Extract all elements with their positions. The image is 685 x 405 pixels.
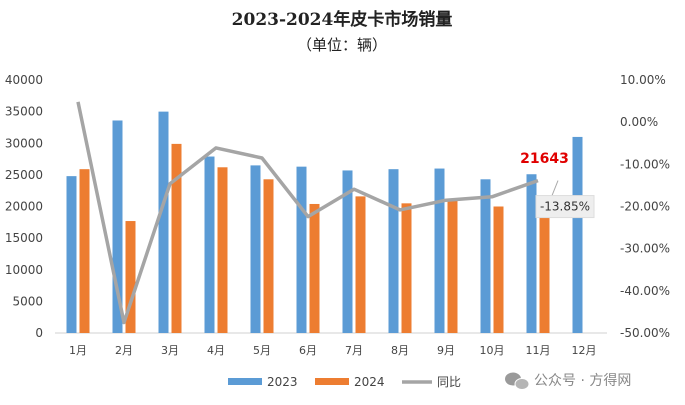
x-tick: 1月 bbox=[69, 344, 87, 357]
x-tick: 11月 bbox=[526, 344, 551, 357]
legend-swatch-2023 bbox=[228, 378, 262, 385]
y-right-tick: -10.00% bbox=[620, 157, 670, 171]
bar-2024-5月 bbox=[263, 179, 274, 333]
y-left-tick: 5000 bbox=[12, 294, 43, 308]
bar-2023-10月 bbox=[480, 179, 491, 333]
x-tick: 6月 bbox=[299, 344, 317, 357]
x-tick: 12月 bbox=[572, 344, 597, 357]
y-left-tick: 10000 bbox=[5, 263, 43, 277]
bar-2023-8月 bbox=[388, 169, 399, 333]
yoy-line bbox=[76, 101, 539, 325]
bar-2024-2月 bbox=[125, 221, 136, 333]
y-right-tick: -20.00% bbox=[620, 200, 670, 214]
bar-2023-11月 bbox=[526, 174, 537, 333]
chart-title: 2023-2024年皮卡市场销量 bbox=[232, 9, 453, 30]
x-tick: 7月 bbox=[345, 344, 363, 357]
chart-subtitle: （单位：辆） bbox=[297, 36, 387, 54]
bars-group bbox=[66, 111, 583, 333]
bar-2024-8月 bbox=[401, 203, 412, 333]
y-axis-left: 0 5000 10000 15000 20000 25000 30000 35000 40000 bbox=[5, 73, 43, 340]
bar-2023-4月 bbox=[204, 156, 215, 333]
x-axis: 1月 2月 3月 4月 5月 6月 7月 8月 9月 10月 11月 12月 bbox=[69, 344, 597, 357]
y-right-tick: -30.00% bbox=[620, 242, 670, 256]
y-right-tick: -40.00% bbox=[620, 284, 670, 298]
y-left-tick: 35000 bbox=[5, 105, 43, 119]
x-tick: 10月 bbox=[480, 344, 505, 357]
x-tick: 3月 bbox=[161, 344, 179, 357]
y-axis-right: -50.00% -40.00% -30.00% -20.00% -10.00% 0.00%… bbox=[620, 73, 670, 340]
legend-swatch-2024 bbox=[315, 378, 349, 385]
callout-leader bbox=[551, 180, 559, 196]
bar-2024-7月 bbox=[355, 196, 366, 333]
bar-2023-3月 bbox=[158, 111, 169, 333]
legend-label-2023: 2023 bbox=[267, 375, 298, 389]
bar-2023-9月 bbox=[434, 168, 445, 333]
legend: 2023 2024 同比 bbox=[228, 375, 461, 389]
bar-2023-12月 bbox=[572, 136, 583, 333]
y-right-tick: 0.00% bbox=[620, 115, 658, 129]
bar-2024-10月 bbox=[493, 206, 504, 333]
y-right-tick: -50.00% bbox=[620, 326, 670, 340]
wechat-icon bbox=[505, 372, 530, 390]
bar-2024-1月 bbox=[79, 169, 90, 333]
y-left-tick: 25000 bbox=[5, 168, 43, 182]
y-right-tick: 10.00% bbox=[620, 73, 666, 87]
y-left-tick: 15000 bbox=[5, 231, 43, 245]
bar-2024-3月 bbox=[171, 143, 182, 333]
annotation-yoy-pct: -13.85% bbox=[540, 200, 590, 214]
y-left-tick: 20000 bbox=[5, 200, 43, 214]
watermark: 公众号 · 方得网 bbox=[505, 372, 631, 390]
y-left-tick: 40000 bbox=[5, 73, 43, 87]
callout-box bbox=[535, 195, 595, 219]
x-tick: 5月 bbox=[253, 344, 271, 357]
bar-2023-1月 bbox=[66, 176, 77, 333]
legend-label-2024: 2024 bbox=[354, 375, 385, 389]
bar-2023-6月 bbox=[296, 166, 307, 333]
x-tick: 4月 bbox=[207, 344, 225, 357]
bar-2024-4月 bbox=[217, 167, 228, 333]
bar-2024-11月 bbox=[539, 196, 550, 333]
bar-2023-5月 bbox=[250, 165, 261, 333]
y-left-tick: 0 bbox=[35, 326, 43, 340]
watermark-text: 公众号 · 方得网 bbox=[534, 372, 631, 389]
bar-2023-2月 bbox=[112, 120, 123, 333]
bar-2024-6月 bbox=[309, 203, 320, 333]
x-tick: 2月 bbox=[115, 344, 133, 357]
bar-2024-9月 bbox=[447, 198, 458, 333]
x-tick: 9月 bbox=[437, 344, 455, 357]
x-tick: 8月 bbox=[391, 344, 409, 357]
legend-label-yoy: 同比 bbox=[437, 375, 461, 389]
bar-2023-7月 bbox=[342, 170, 353, 333]
annotation-21643: 21643 bbox=[520, 151, 569, 167]
y-left-tick: 30000 bbox=[5, 136, 43, 150]
